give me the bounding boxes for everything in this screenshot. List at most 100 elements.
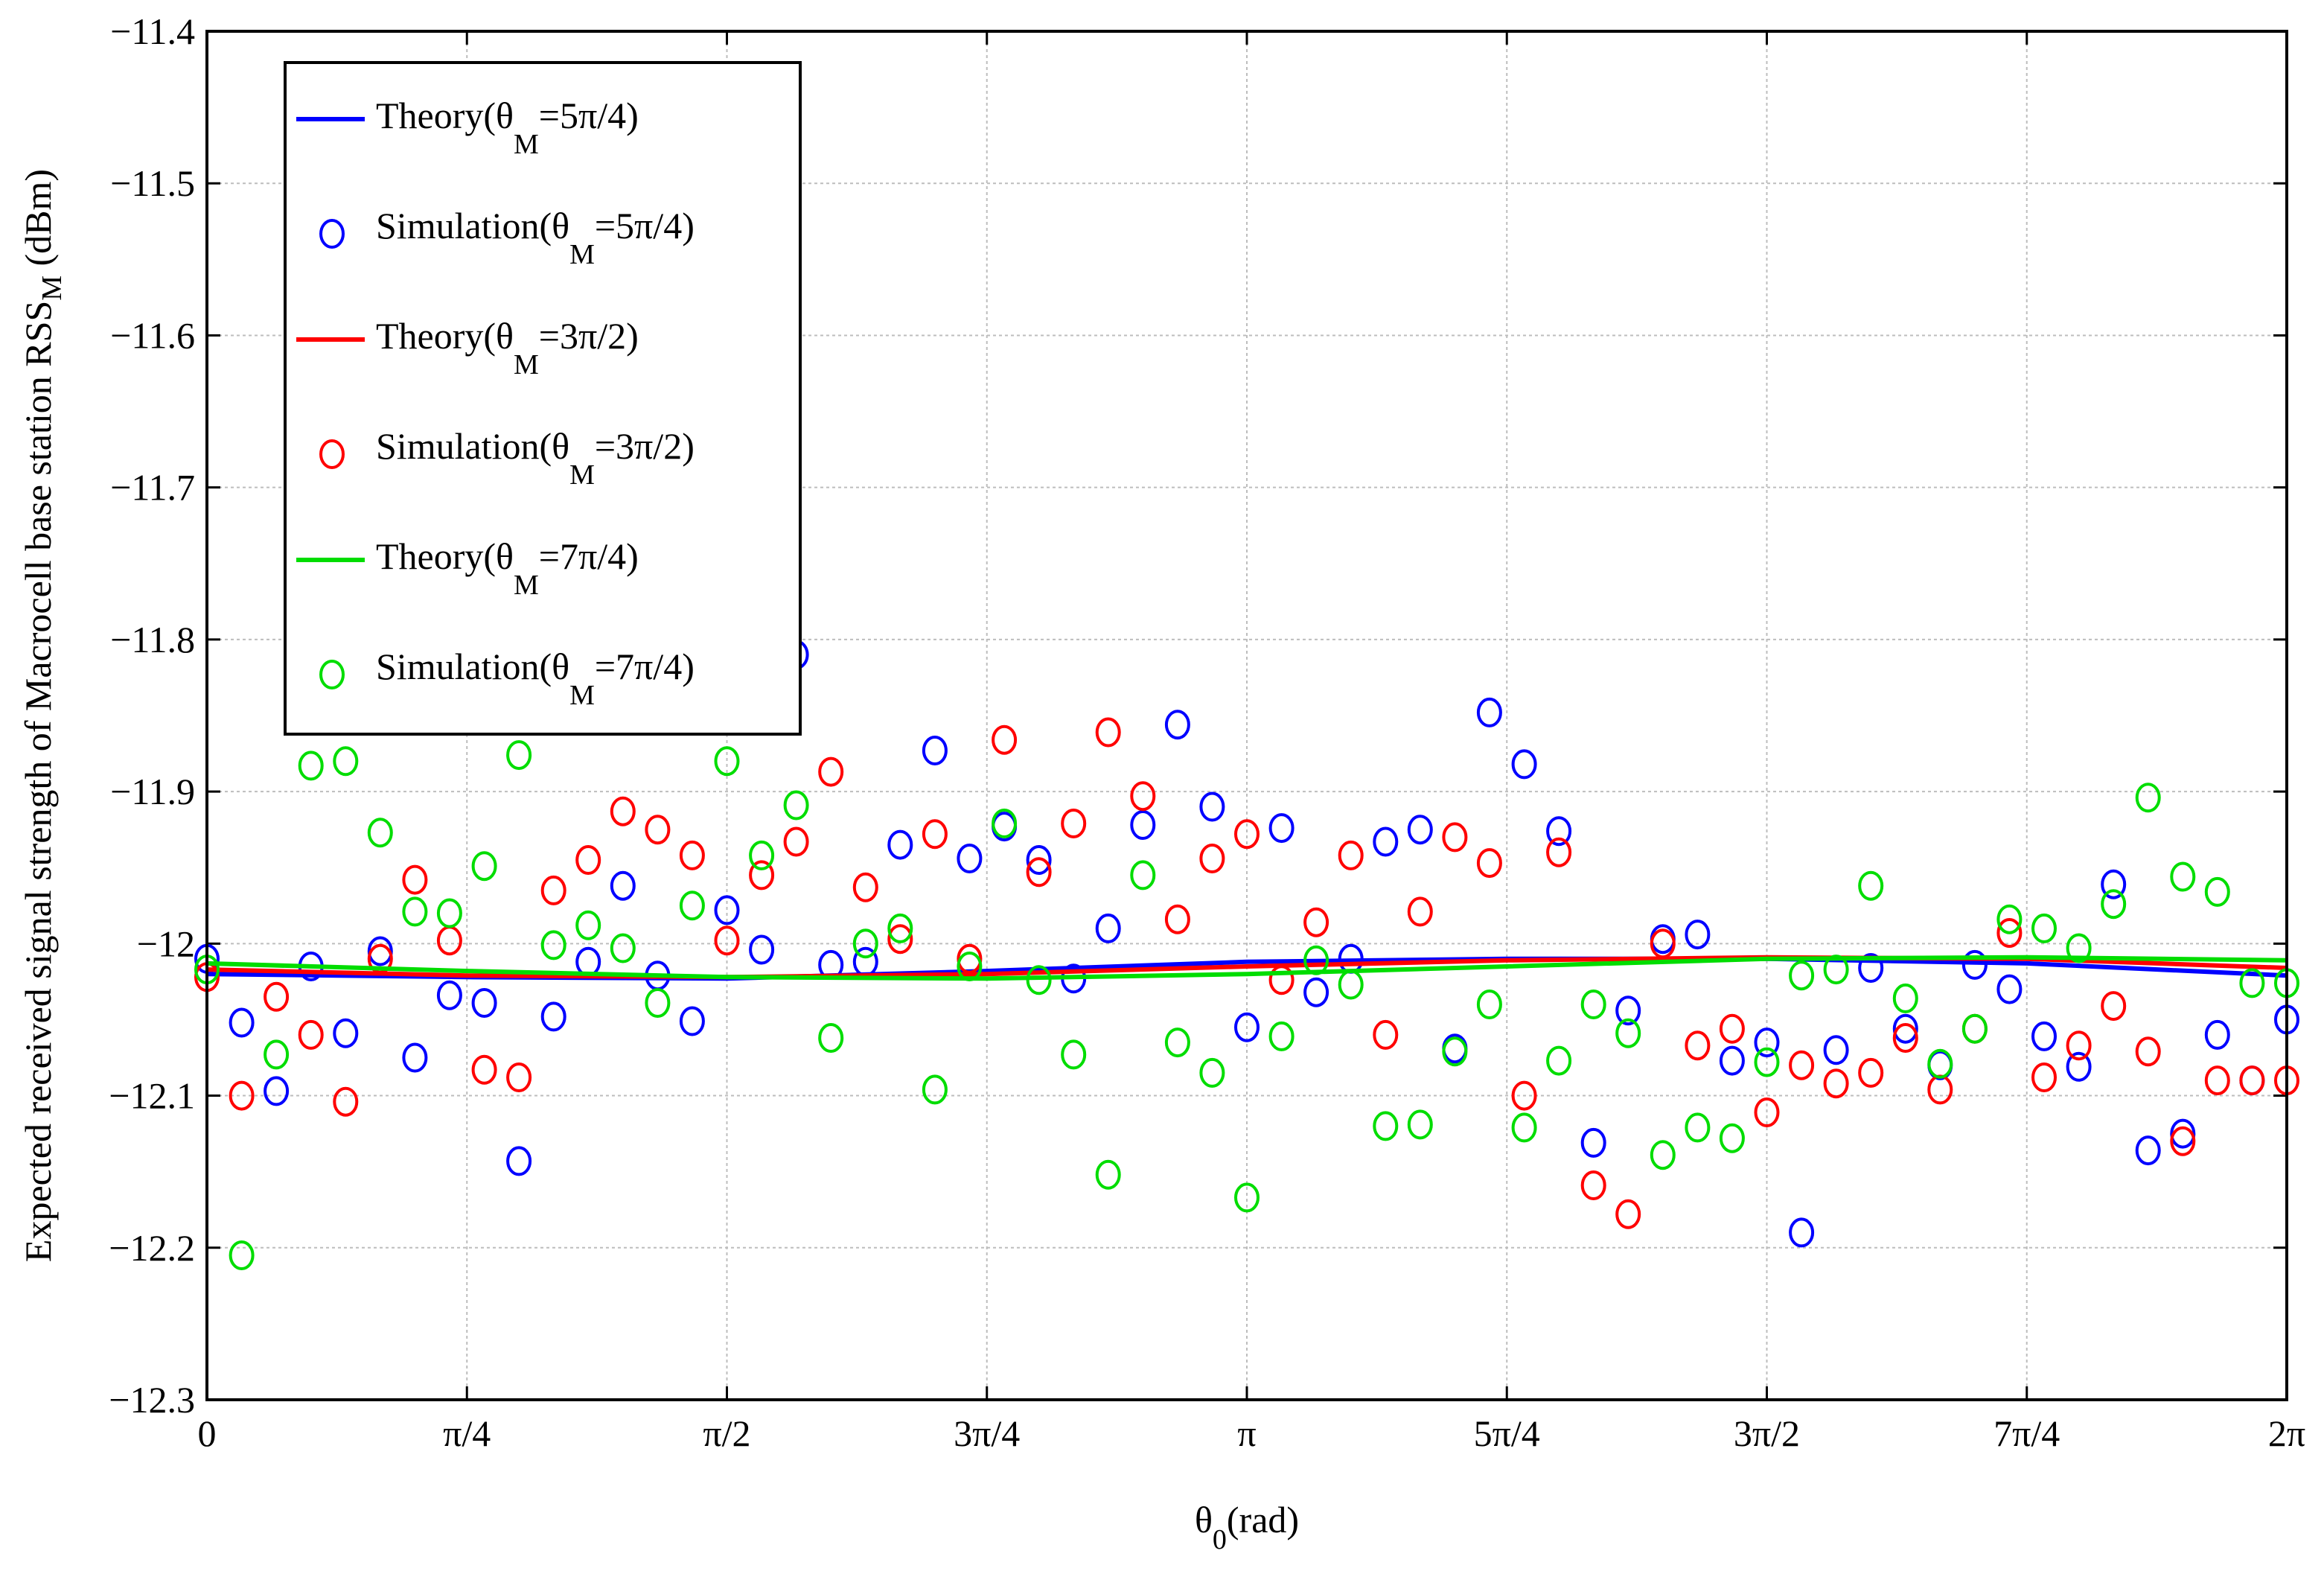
simulation-point [1580, 1170, 1606, 1200]
simulation-point [471, 1054, 497, 1085]
simulation-point [922, 819, 948, 850]
legend-label: Theory(θM=5π/4) [376, 95, 639, 160]
simulation-point [1615, 1018, 1641, 1048]
x-tick-label: 2π [2268, 1412, 2305, 1454]
simulation-point [506, 740, 532, 771]
simulation-point [1580, 1127, 1606, 1158]
simulation-point [818, 756, 844, 787]
simulation-point [749, 840, 775, 870]
simulation-point [264, 1076, 290, 1106]
simulation-point [1961, 1013, 1988, 1044]
simulation-point [1996, 904, 2023, 934]
simulation-point [1407, 896, 1433, 927]
simulation-point [1303, 907, 1329, 937]
simulation-point [749, 860, 775, 890]
simulation-point [2101, 991, 2127, 1022]
simulation-point [436, 980, 462, 1010]
simulation-point [333, 1018, 359, 1048]
legend-entry: Simulation(θM=5π/4) [319, 205, 695, 270]
legend-marker-swatch [319, 439, 345, 469]
simulation-point [1130, 860, 1156, 890]
simulation-point [367, 943, 393, 974]
x-tick-label: π/2 [703, 1412, 750, 1454]
simulation-point [2031, 913, 2057, 943]
x-tick-label: 5π/4 [1474, 1412, 1540, 1454]
simulation-point [1858, 870, 1884, 901]
simulation-point [679, 1006, 705, 1036]
simulation-point [333, 1086, 359, 1117]
simulation-point [2170, 861, 2196, 892]
simulation-point [506, 1146, 532, 1176]
x-tick-label: π [1237, 1412, 1256, 1454]
simulation-point [1650, 928, 1676, 959]
simulation-point [1268, 965, 1295, 995]
simulation-point [714, 925, 740, 956]
simulation-point [1685, 920, 1711, 950]
simulation-point [1373, 826, 1399, 857]
simulation-point [1268, 1021, 1295, 1051]
simulation-point [540, 875, 566, 905]
simulation-point [749, 934, 775, 965]
simulation-point [2031, 1062, 2057, 1092]
series-6 [194, 740, 2299, 1270]
simulation-point [540, 1001, 566, 1032]
simulation-point [714, 746, 740, 777]
y-tick-label: −11.8 [110, 619, 195, 660]
simulation-point [2101, 869, 2127, 899]
simulation-point [2204, 876, 2230, 907]
simulation-point [1580, 990, 1606, 1019]
simulation-point [2204, 1065, 2230, 1096]
simulation-point [957, 943, 983, 974]
simulation-point [714, 895, 740, 925]
simulation-point [367, 818, 393, 848]
legend-label: Simulation(θM=7π/4) [376, 646, 695, 711]
simulation-point [1511, 1080, 1537, 1111]
simulation-point [1546, 1045, 1572, 1076]
y-tick-label: −11.4 [110, 10, 195, 52]
simulation-point [1199, 1057, 1225, 1088]
simulation-point [436, 898, 462, 928]
simulation-point [1234, 1182, 1260, 1213]
simulation-point [1858, 953, 1884, 983]
simulation-point [610, 796, 636, 826]
simulation-point [887, 913, 913, 943]
simulation-point [1026, 857, 1052, 888]
simulation-point [1789, 1217, 1815, 1248]
legend: Theory(θM=5π/4) Simulation(θM=5π/4) Theory… [284, 61, 802, 736]
legend-entry: Simulation(θM=3π/2) [319, 425, 695, 491]
simulation-point [1615, 1199, 1641, 1229]
y-axis-ticks: −12.3 −12.2 −12.1 −12 −11.9 −11.8 −11.7 −11.6 −1… [109, 10, 2287, 1421]
simulation-point [1061, 809, 1087, 838]
simulation-point [783, 826, 809, 857]
simulation-point [1511, 1112, 1537, 1143]
simulation-point [1996, 918, 2023, 948]
simulation-point [264, 981, 290, 1012]
simulation-point [2135, 1135, 2161, 1166]
simulation-point [1685, 1112, 1711, 1143]
x-tick-label: 3π/4 [954, 1412, 1020, 1454]
simulation-point [1061, 1039, 1087, 1070]
simulation-point [1754, 1027, 1780, 1058]
simulation-point [957, 952, 983, 981]
simulation-point [2170, 1118, 2196, 1149]
simulation-point [1685, 1030, 1711, 1061]
simulation-point [2066, 933, 2092, 963]
simulation-point [1164, 1027, 1190, 1058]
simulation-point [783, 790, 809, 821]
y-tick-label: −11.5 [110, 162, 195, 204]
simulation-point [1823, 955, 1849, 985]
simulation-point [402, 896, 428, 927]
legend-entry: Theory(θM=3π/2) [296, 315, 639, 380]
simulation-point [229, 1080, 255, 1111]
simulation-point [471, 851, 497, 882]
simulation-point [1442, 1036, 1468, 1067]
simulation-point [2239, 968, 2265, 998]
y-tick-label: −12.3 [109, 1379, 195, 1421]
x-tick-label: π/4 [443, 1412, 491, 1454]
simulation-point [1511, 749, 1537, 780]
simulation-point [1719, 1013, 1745, 1044]
simulation-point [1892, 1013, 1918, 1044]
y-tick-label: −12.2 [109, 1227, 195, 1269]
simulation-point [2135, 1036, 2161, 1067]
simulation-point [1095, 913, 1121, 943]
